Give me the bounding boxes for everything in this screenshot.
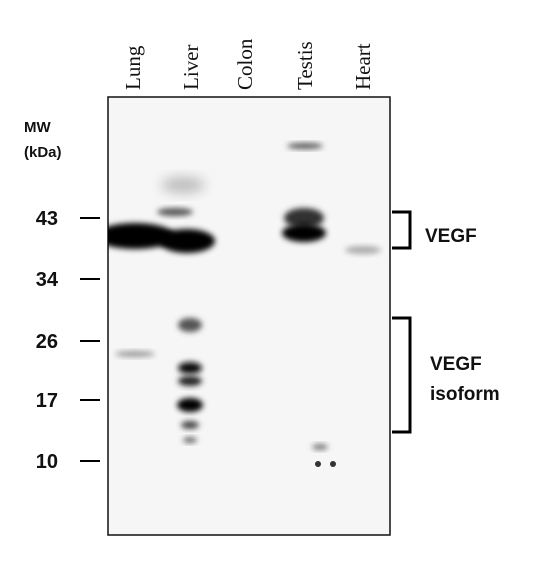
lane-label: Heart [351,43,375,90]
lane-label: Colon [233,38,257,90]
band [115,351,155,357]
band [183,437,197,443]
vegf-label: VEGF [425,226,477,247]
marker-label: 43 [36,208,58,230]
isoform-label: VEGF [430,354,482,375]
band [287,143,323,149]
band [178,376,202,386]
lane-labels: Lung Liver Colon Testis Heart [121,38,375,90]
band [161,177,205,193]
band [177,398,203,412]
band [178,318,202,332]
band [159,229,215,253]
dot [330,461,336,467]
band [312,444,328,450]
marker-label: 34 [36,269,59,291]
lane-label: Lung [121,45,145,90]
marker-label: 17 [36,390,58,412]
mw-unit: (kDa) [24,144,62,161]
band [108,223,175,249]
isoform-bracket [392,316,412,434]
blot [107,96,391,536]
marker-label: 10 [36,451,58,473]
band [181,421,199,429]
dot [315,461,321,467]
lane-label: Liver [179,45,203,90]
isoform-label: isoform [430,384,500,405]
mw-title: MW [24,119,51,136]
lane-label: Testis [293,41,317,90]
vegf-bracket [392,210,412,250]
band [282,224,326,242]
band [284,208,324,228]
marker-label: 26 [36,331,58,353]
band [345,246,381,254]
markers: 43 34 26 17 10 [36,208,100,473]
band [178,362,202,374]
bands [108,143,381,467]
band [157,208,193,216]
